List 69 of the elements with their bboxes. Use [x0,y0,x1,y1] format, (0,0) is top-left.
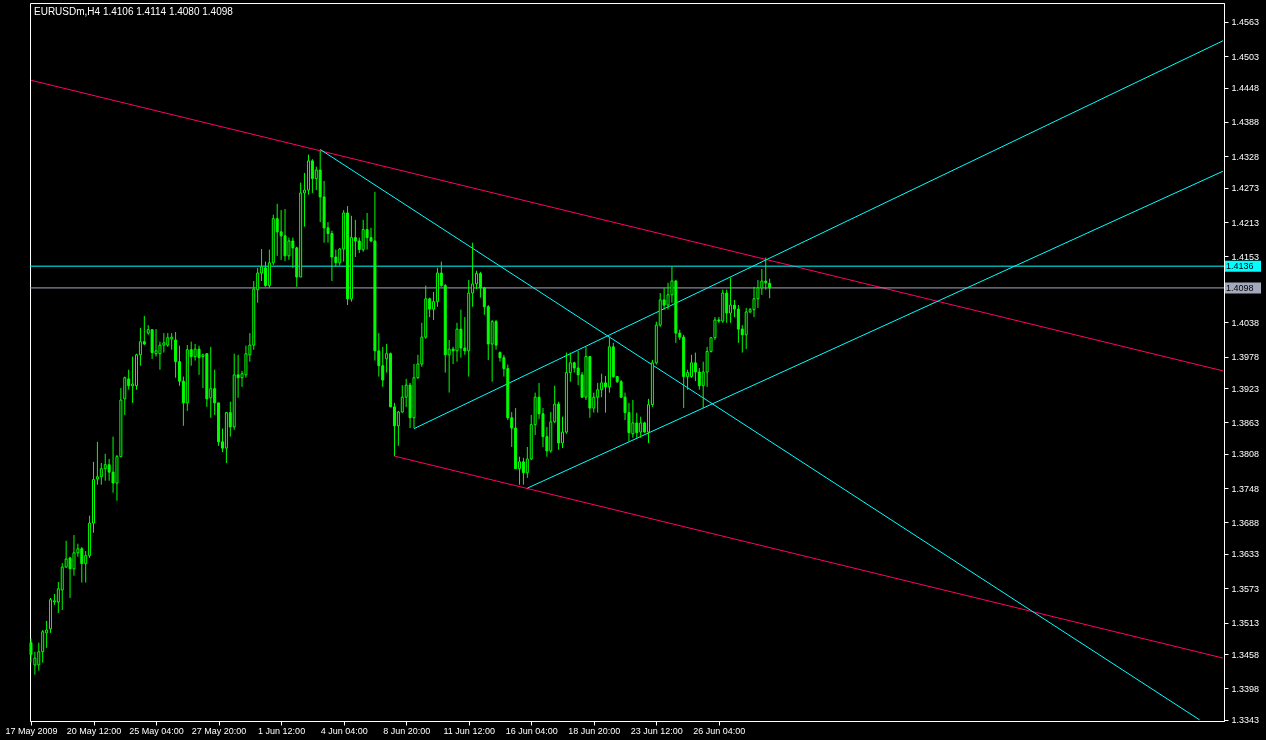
y-tick-label: 1.3978 [1231,352,1260,363]
y-tick-label: 1.3863 [1231,417,1260,428]
x-tick-label: 16 Jun 04:00 [505,725,558,736]
ref-line-label: 1.4098 [1226,282,1254,293]
y-tick-label: 1.3458 [1231,649,1260,660]
y-tick-label: 1.4038 [1231,317,1260,328]
candlestick [174,331,178,379]
x-tick-label: 8 Jun 20:00 [383,725,431,736]
candlestick [744,307,748,350]
x-tick-label: 25 May 04:00 [129,725,184,736]
x-tick-label: 20 May 12:00 [66,725,122,736]
x-tick-label: 27 May 20:00 [191,725,247,736]
y-tick-label: 1.4563 [1231,17,1260,28]
candlestick [725,289,729,324]
candlestick [209,346,213,419]
candlestick [365,212,369,251]
candlestick [768,278,772,299]
x-tick-label: 23 Jun 12:00 [630,725,683,736]
candlestick [689,354,693,379]
x-tick-label: 11 Jun 12:00 [443,725,495,736]
chart-title: EURUSDm,H4 1.4106 1.4114 1.4080 1.4098 [34,6,234,17]
candlestick [764,257,768,291]
candlestick [521,457,525,486]
candlestick [283,208,287,262]
candlestick [310,158,314,194]
y-tick-label: 1.4153 [1231,251,1260,262]
candlestick [596,382,600,414]
y-tick-label: 1.3513 [1231,618,1260,629]
y-tick-label: 1.3573 [1231,583,1260,594]
candlestick [60,562,64,611]
y-tick-label: 1.4503 [1231,51,1260,62]
candlestick [80,546,84,584]
candlestick [193,343,197,362]
y-tick-label: 1.3633 [1231,549,1260,560]
candlestick [381,346,385,388]
candlestick [263,261,267,288]
candlestick [600,373,604,398]
y-tick-label: 1.4388 [1231,117,1260,128]
y-tick-label: 1.4273 [1231,183,1260,194]
y-tick-label: 1.3343 [1231,715,1260,726]
x-tick-label: 17 May 2009 [5,725,58,736]
candlestick [103,453,107,482]
candlestick [131,356,135,404]
y-tick-label: 1.3923 [1231,383,1260,394]
y-tick-label: 1.3688 [1231,517,1260,528]
candlestick [736,304,740,344]
candlestick [41,629,45,664]
candlestick [72,534,76,577]
ref-line-label: 1.4136 [1226,261,1254,272]
y-tick-label: 1.4213 [1231,217,1260,228]
y-tick-label: 1.4448 [1231,83,1260,94]
candlestick [154,328,158,358]
x-tick-label: 4 Jun 04:00 [320,725,368,736]
candlestick [111,436,115,494]
candlestick [631,399,635,439]
candlestick [639,416,643,439]
y-tick-label: 1.3748 [1231,483,1260,494]
candlestick [693,352,697,382]
candlestick [99,462,103,486]
candlestick [475,270,479,290]
candlestick [635,412,639,439]
y-tick-label: 1.3398 [1231,683,1260,694]
x-tick-label: 1 Jun 12:00 [258,725,306,736]
y-tick-label: 1.4328 [1231,151,1260,162]
x-tick-label: 26 Jun 04:00 [693,725,746,736]
candlestick [150,329,154,360]
candlestick [459,309,463,359]
y-tick-label: 1.3808 [1231,449,1260,460]
x-tick-label: 18 Jun 20:00 [568,725,621,736]
